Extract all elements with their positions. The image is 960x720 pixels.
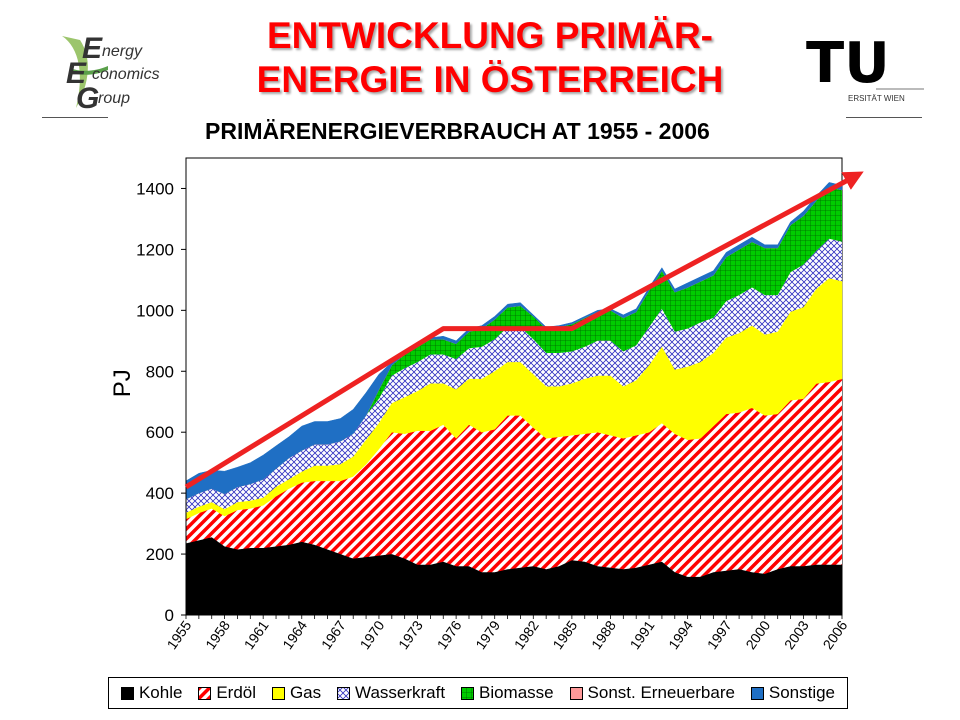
legend-swatch	[271, 686, 285, 700]
area-erdöl	[186, 378, 842, 577]
legend-swatch	[569, 686, 583, 700]
eeg-logo-swoosh-2	[70, 66, 108, 75]
x-tick-label: 1991	[627, 617, 658, 652]
tu-logo: TU ERSITÄT WIEN	[806, 31, 924, 103]
chart-legend: Kohle Erdöl Gas Wasserkraft Biomasse Sonst. E…	[108, 677, 848, 709]
eeg-logo-letter-1: E	[82, 32, 103, 65]
legend-label: Gas	[289, 683, 322, 702]
x-tick-label: 1994	[665, 617, 696, 652]
chart-title: PRIMÄRENERGIEVERBRAUCH AT 1955 - 2006	[205, 118, 710, 144]
x-tick-label: 1970	[356, 617, 387, 652]
area-wasserkraft	[186, 238, 842, 513]
legend-label: Biomasse	[478, 683, 554, 702]
x-tick-label: 1985	[549, 617, 580, 652]
x-axis: 1955 1958 1961 1964 1967 1970 1973 1976 1979 1982…	[163, 614, 851, 652]
trend-arrow-group	[184, 171, 864, 490]
x-tick-label: 1982	[511, 617, 542, 652]
eeg-logo-swoosh	[62, 36, 88, 108]
eeg-logo-word-3: roup	[98, 90, 130, 107]
x-tick-label: 1967	[318, 617, 349, 652]
x-tick-label: 2006	[819, 617, 850, 652]
legend-item: Wasserkraft	[337, 683, 445, 703]
legend-swatch	[337, 686, 351, 700]
legend-swatch	[750, 686, 764, 700]
legend-label: Sonstige	[768, 683, 836, 702]
eeg-logo: E nergy E conomics G roup	[62, 32, 160, 114]
area-series-group	[185, 182, 843, 616]
x-tick-label: 1961	[241, 617, 272, 652]
legend-item: Sonstige	[750, 683, 836, 703]
y-tick-label: 1000	[136, 301, 174, 320]
tu-logo-mark: TU	[806, 31, 890, 96]
y-axis: 0 200 400 600 800 1000 1200 1400	[136, 158, 187, 625]
legend-swatch	[460, 686, 474, 700]
legend-item: Kohle	[120, 683, 183, 703]
legend-label: Sonst. Erneuerbare	[587, 683, 735, 702]
eeg-logo-word-1: nergy	[102, 43, 143, 60]
legend-swatch	[120, 686, 134, 700]
x-tick-label: 1958	[202, 617, 233, 652]
x-tick-label: 1976	[434, 617, 465, 652]
legend-label: Wasserkraft	[355, 683, 446, 702]
eeg-logo-letter-2: E	[66, 57, 87, 90]
y-tick-label: 400	[146, 484, 174, 503]
tu-logo-subtitle: ERSITÄT WIEN	[848, 94, 905, 103]
legend-label: Kohle	[138, 683, 183, 702]
y-tick-label: 0	[165, 606, 174, 625]
legend-item: Sonst. Erneuerbare	[569, 683, 735, 703]
eeg-logo-word-2: conomics	[92, 66, 160, 83]
trend-arrow	[184, 171, 864, 490]
x-tick-label: 1997	[704, 617, 735, 652]
slide-title-line-1: ENTWICKLUNG PRIMÄR-	[266, 15, 713, 56]
x-tick-label: 1964	[279, 617, 310, 652]
slide-title-line-2: ENERGIE IN ÖSTERREICH	[256, 59, 724, 100]
y-tick-label: 200	[146, 545, 174, 564]
header-rule-right	[846, 117, 922, 118]
x-tick-label: 2003	[781, 617, 812, 652]
legend-item: Erdöl	[198, 683, 256, 703]
legend-swatch	[198, 686, 212, 700]
eeg-logo-letter-3: G	[76, 82, 99, 114]
legend-item: Gas	[271, 683, 322, 703]
legend-item: Biomasse	[460, 683, 554, 703]
legend-label: Erdöl	[216, 683, 257, 702]
slide-title: ENTWICKLUNG PRIMÄR- ENERGIE IN ÖSTERREIC…	[150, 14, 830, 102]
y-axis-label: PJ	[109, 369, 136, 397]
y-tick-label: 1400	[136, 179, 174, 198]
x-tick-label: 2000	[742, 617, 773, 652]
header-rule-left	[42, 117, 108, 118]
y-tick-label: 1200	[136, 240, 174, 259]
x-tick-label: 1988	[588, 617, 619, 652]
y-tick-label: 800	[146, 362, 174, 381]
x-tick-label: 1973	[395, 617, 426, 652]
x-tick-label: 1979	[472, 617, 503, 652]
y-tick-label: 600	[146, 423, 174, 442]
